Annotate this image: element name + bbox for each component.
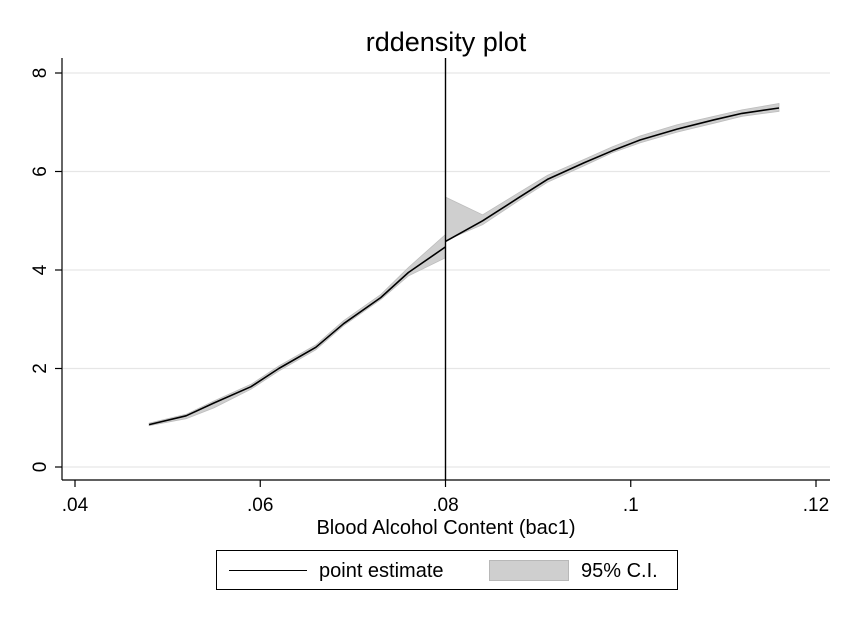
x-tick-label: .12	[803, 495, 829, 516]
legend-line-swatch	[229, 570, 307, 571]
y-tick-label: 8	[30, 68, 51, 79]
x-tick-label: .1	[623, 495, 639, 516]
y-tick-label: 0	[30, 462, 51, 473]
grid-lines	[63, 72, 830, 468]
ci-band	[148, 233, 446, 427]
x-axis-label: Blood Alcohol Content (bac1)	[316, 517, 575, 539]
legend-label-point-estimate: point estimate	[319, 560, 444, 582]
y-tick-label: 2	[30, 363, 51, 374]
legend-ci-swatch	[489, 560, 569, 581]
y-tick-label: 6	[30, 166, 51, 177]
point-estimate-line	[148, 246, 446, 426]
x-tick-label: .06	[247, 495, 273, 516]
point-estimate-group	[148, 107, 780, 426]
y-tick-label: 4	[30, 264, 51, 275]
axes: 0 2 4 6 8 .04 .06 .08 .1 .12	[30, 58, 830, 516]
ci-band	[445, 103, 780, 242]
ci-band-group	[148, 103, 780, 427]
chart-title: rddensity plot	[366, 27, 527, 57]
legend: point estimate 95% C.I.	[216, 550, 678, 590]
legend-label-ci: 95% C.I.	[581, 560, 658, 582]
point-estimate-line	[445, 107, 780, 243]
x-tick-label: .08	[432, 495, 458, 516]
x-tick-label: .04	[62, 495, 89, 516]
